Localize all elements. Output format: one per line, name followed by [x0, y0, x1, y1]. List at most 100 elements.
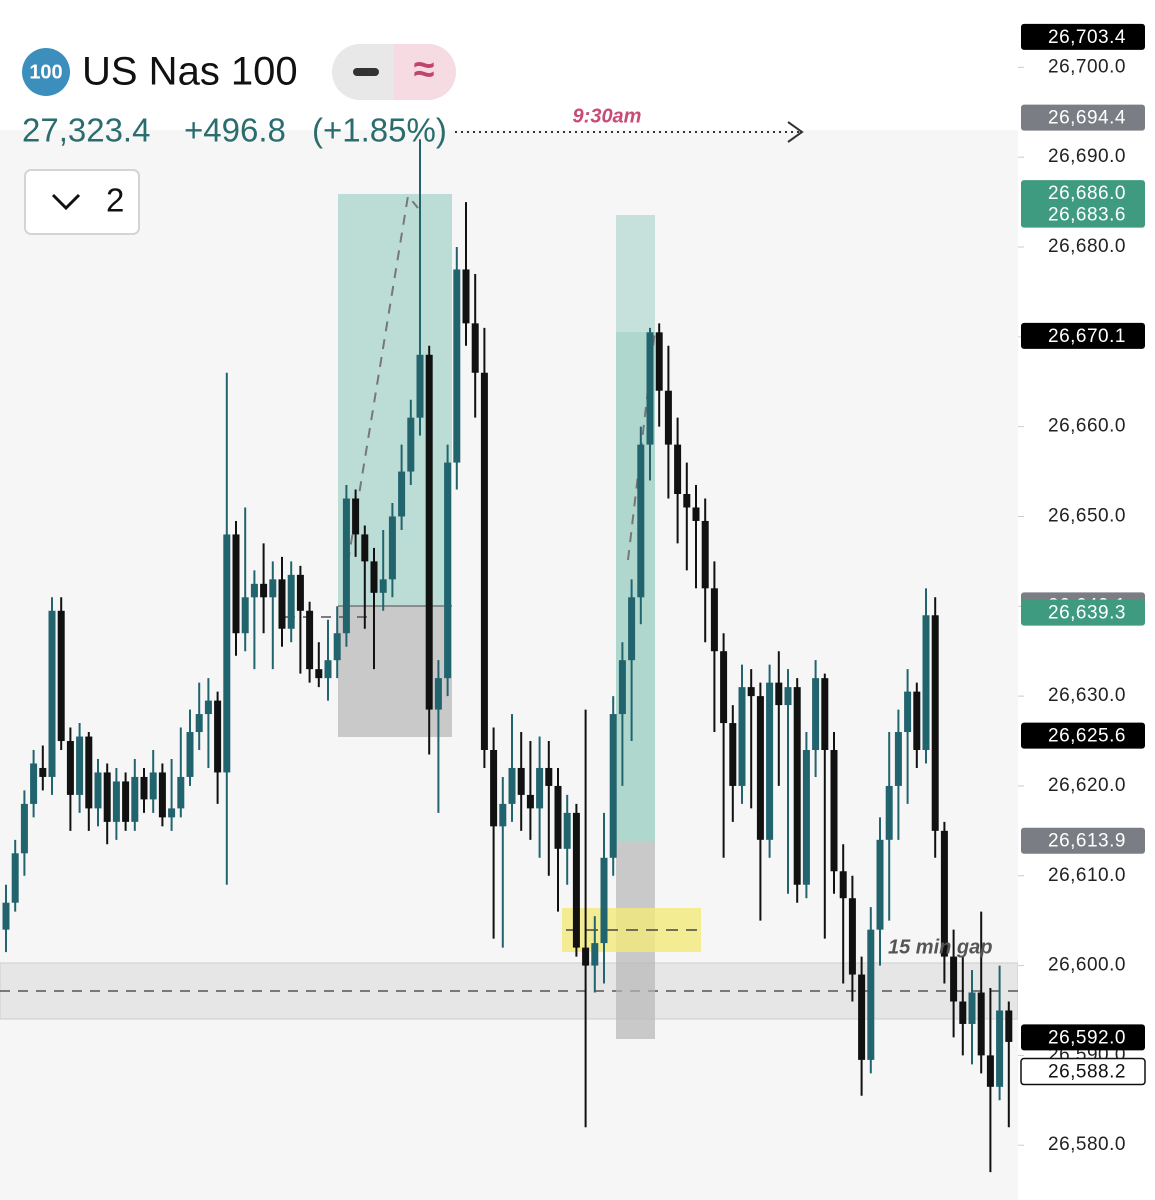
time-arrow-head: [787, 121, 804, 143]
candle-body: [729, 723, 737, 786]
price-badge: [1021, 322, 1145, 349]
candle-body: [250, 583, 258, 598]
candle-body: [370, 561, 378, 593]
candle-body: [793, 687, 801, 885]
layout-button[interactable]: [24, 169, 140, 235]
candle-body: [11, 853, 19, 903]
candle-body: [738, 687, 746, 786]
candle-body: [122, 781, 130, 822]
price-badge: [1021, 827, 1145, 854]
toggle-active[interactable]: [394, 44, 456, 100]
candle-body: [701, 520, 709, 589]
candle-body: [1005, 1010, 1013, 1042]
price-badge-label: 26,613.9: [1048, 831, 1126, 852]
candle-body: [434, 678, 442, 710]
candle-body: [186, 732, 194, 777]
candle-body: [149, 772, 157, 800]
y-tick-label: 26,600.0: [1048, 955, 1126, 976]
candle-body: [545, 767, 553, 786]
price-badge: [1021, 23, 1145, 50]
candle-body: [913, 691, 921, 750]
price-badge: [1021, 599, 1145, 626]
candle-body: [103, 772, 111, 822]
candle-body: [591, 943, 599, 966]
candle-body: [444, 462, 452, 679]
candle-body: [416, 354, 424, 418]
candle-body: [361, 534, 369, 562]
candle-body: [756, 696, 764, 840]
price-badge-label: 26,592.0: [1048, 1027, 1126, 1048]
candle-body: [876, 839, 884, 930]
candle-body: [342, 498, 350, 634]
price-badge: [1020, 1057, 1146, 1086]
candle-body: [287, 574, 295, 629]
annotation: 15 min gap: [888, 936, 992, 958]
candle-body: [609, 714, 617, 858]
candle-body: [30, 763, 38, 804]
candle-body: [775, 682, 783, 706]
candle-body: [324, 660, 332, 679]
price: 27,323.4: [22, 112, 150, 149]
candle-body: [85, 736, 93, 809]
candle-body: [425, 354, 433, 710]
change-pct: (+1.85%): [312, 112, 447, 149]
candle-body: [39, 767, 47, 777]
y-tick-label: 26,660.0: [1048, 416, 1126, 437]
candle-body: [959, 1001, 967, 1024]
candle-body: [2, 902, 10, 930]
candle-body: [664, 390, 672, 445]
candle-body: [140, 776, 148, 800]
candle-body: [269, 579, 277, 598]
candle-body: [720, 651, 728, 724]
long-stop-zone: [338, 606, 452, 737]
candle-body: [637, 444, 645, 598]
candle-body: [204, 700, 212, 715]
candle-body: [710, 588, 718, 652]
candle-body: [388, 516, 396, 580]
candle-body: [499, 803, 507, 827]
candle-body: [996, 1010, 1004, 1087]
price-badge: [1021, 1024, 1145, 1051]
y-tick-label: 26,580.0: [1048, 1134, 1126, 1155]
logo-text: 100: [29, 61, 62, 83]
candle-body: [784, 687, 792, 706]
candle-body: [894, 732, 902, 786]
candle-body: [168, 808, 176, 818]
candle-body: [848, 898, 856, 975]
candle-body: [885, 785, 893, 840]
candle-body: [20, 803, 28, 854]
candle-body: [582, 947, 590, 966]
chevron: [51, 193, 81, 211]
candle-body: [462, 269, 470, 324]
candle-body: [76, 736, 84, 795]
candle-body: [802, 750, 810, 885]
candle-body: [379, 579, 387, 593]
y-tick-label: 26,630.0: [1048, 685, 1126, 706]
price-badge-label: 26,625.6: [1048, 726, 1126, 747]
y-tick-label: 26,620.0: [1048, 775, 1126, 796]
price-badge: [1021, 180, 1145, 207]
candle-body: [232, 534, 240, 634]
y-tick-label: 26,650.0: [1048, 505, 1126, 526]
candle-body: [453, 269, 461, 463]
candle-body: [526, 794, 534, 809]
price-badge-label: 26,686.0: [1048, 183, 1126, 204]
change: +496.8: [184, 112, 286, 149]
candle-body: [195, 714, 203, 733]
candle-body: [48, 610, 56, 777]
candle-body: [112, 781, 120, 822]
price-badge: [1021, 104, 1145, 131]
candle-body: [223, 534, 231, 773]
candle-body: [867, 929, 875, 1060]
plot-background: [0, 130, 1018, 1200]
y-tick-label: 26,610.0: [1048, 865, 1126, 886]
candle-body: [812, 678, 820, 750]
candle-body: [66, 741, 74, 795]
candle-body: [766, 682, 774, 840]
toggle-icon: [353, 68, 379, 76]
y-tick-label: 26,700.0: [1048, 56, 1126, 77]
candle-body: [315, 669, 323, 679]
candle-body: [352, 498, 360, 535]
candle-body: [554, 785, 562, 849]
